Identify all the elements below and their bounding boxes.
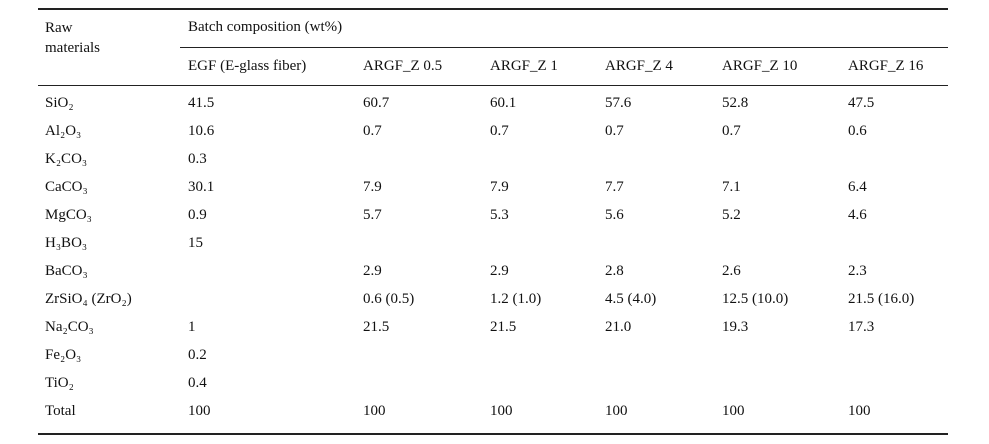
- cell-value: 0.6 (0.5): [363, 291, 415, 307]
- bottom-rule: [38, 433, 948, 435]
- cell-value: 60.7: [363, 95, 390, 111]
- cell-value: 47.5: [848, 95, 875, 111]
- row-label: MgCO₃: [45, 207, 92, 223]
- cell-value: 100: [605, 403, 628, 419]
- cell-value: 21.0: [605, 319, 632, 335]
- cell-value: 100: [722, 403, 745, 419]
- row-label: K₂CO₃: [45, 151, 88, 167]
- cell-value: 21.5: [363, 319, 390, 335]
- cell-value: 100: [490, 403, 513, 419]
- cell-value: 5.3: [490, 207, 509, 223]
- cell-value: 4.6: [848, 207, 867, 223]
- cell-value: 2.6: [722, 263, 741, 279]
- row-label: SiO₂: [45, 95, 74, 111]
- cell-value: 21.5: [490, 319, 517, 335]
- row-label: Fe₂O₃: [45, 347, 82, 363]
- cell-value: 0.7: [722, 123, 741, 139]
- cell-value: 6.4: [848, 179, 867, 195]
- cell-value: 100: [363, 403, 386, 419]
- cell-value: 0.6: [848, 123, 867, 139]
- row-label: H₃BO₃: [45, 235, 88, 251]
- cell-value: 2.3: [848, 263, 867, 279]
- cell-value: 2.9: [490, 263, 509, 279]
- column-header: ARGF_Z 1: [490, 58, 558, 74]
- row-label: BaCO₃: [45, 263, 88, 279]
- cell-value: 60.1: [490, 95, 517, 111]
- cell-value: 1: [188, 319, 196, 335]
- cell-value: 7.9: [490, 179, 509, 195]
- cell-value: 0.3: [188, 151, 207, 167]
- column-header: ARGF_Z 4: [605, 58, 673, 74]
- cell-value: 1.2 (1.0): [490, 291, 542, 307]
- cell-value: 57.6: [605, 95, 632, 111]
- column-header: ARGF_Z 16: [848, 58, 924, 74]
- cell-value: 4.5 (4.0): [605, 291, 657, 307]
- cell-value: 12.5 (10.0): [722, 291, 789, 307]
- row-label: Total: [45, 403, 76, 419]
- row-label: TiO₂: [45, 375, 74, 391]
- cell-value: 30.1: [188, 179, 215, 195]
- column-header: EGF (E-glass fiber): [188, 58, 307, 74]
- cell-value: 0.7: [490, 123, 509, 139]
- cell-value: 7.7: [605, 179, 624, 195]
- cell-value: 0.7: [605, 123, 624, 139]
- column-header: ARGF_Z 10: [722, 58, 798, 74]
- cell-value: 0.7: [363, 123, 382, 139]
- top-rule: [38, 8, 948, 10]
- cell-value: 100: [848, 403, 871, 419]
- cell-value: 7.1: [722, 179, 741, 195]
- cell-value: 100: [188, 403, 211, 419]
- cell-value: 19.3: [722, 319, 749, 335]
- cell-value: 0.4: [188, 375, 207, 391]
- cell-value: 2.9: [363, 263, 382, 279]
- cell-value: 5.7: [363, 207, 382, 223]
- cell-value: 2.8: [605, 263, 624, 279]
- cell-value: 41.5: [188, 95, 215, 111]
- cell-value: 5.6: [605, 207, 624, 223]
- row-label: Na₂CO₃: [45, 319, 94, 335]
- cell-value: 17.3: [848, 319, 875, 335]
- cell-value: 21.5 (16.0): [848, 291, 915, 307]
- row-label: ZrSiO₄ (ZrO₂): [45, 291, 132, 307]
- cell-value: 0.2: [188, 347, 207, 363]
- column-header: ARGF_Z 0.5: [363, 58, 443, 74]
- row-label: Al₂O₃: [45, 123, 82, 139]
- cell-value: 52.8: [722, 95, 749, 111]
- group-header: Batch composition (wt%): [188, 19, 343, 35]
- cell-value: 10.6: [188, 123, 215, 139]
- row-label: CaCO₃: [45, 179, 88, 195]
- cell-value: 5.2: [722, 207, 741, 223]
- raw-materials-header: Raw materials: [45, 20, 100, 56]
- cell-value: 15: [188, 235, 203, 251]
- header-rule: [38, 85, 948, 86]
- cell-value: 7.9: [363, 179, 382, 195]
- group-rule: [180, 47, 948, 48]
- cell-value: 0.9: [188, 207, 207, 223]
